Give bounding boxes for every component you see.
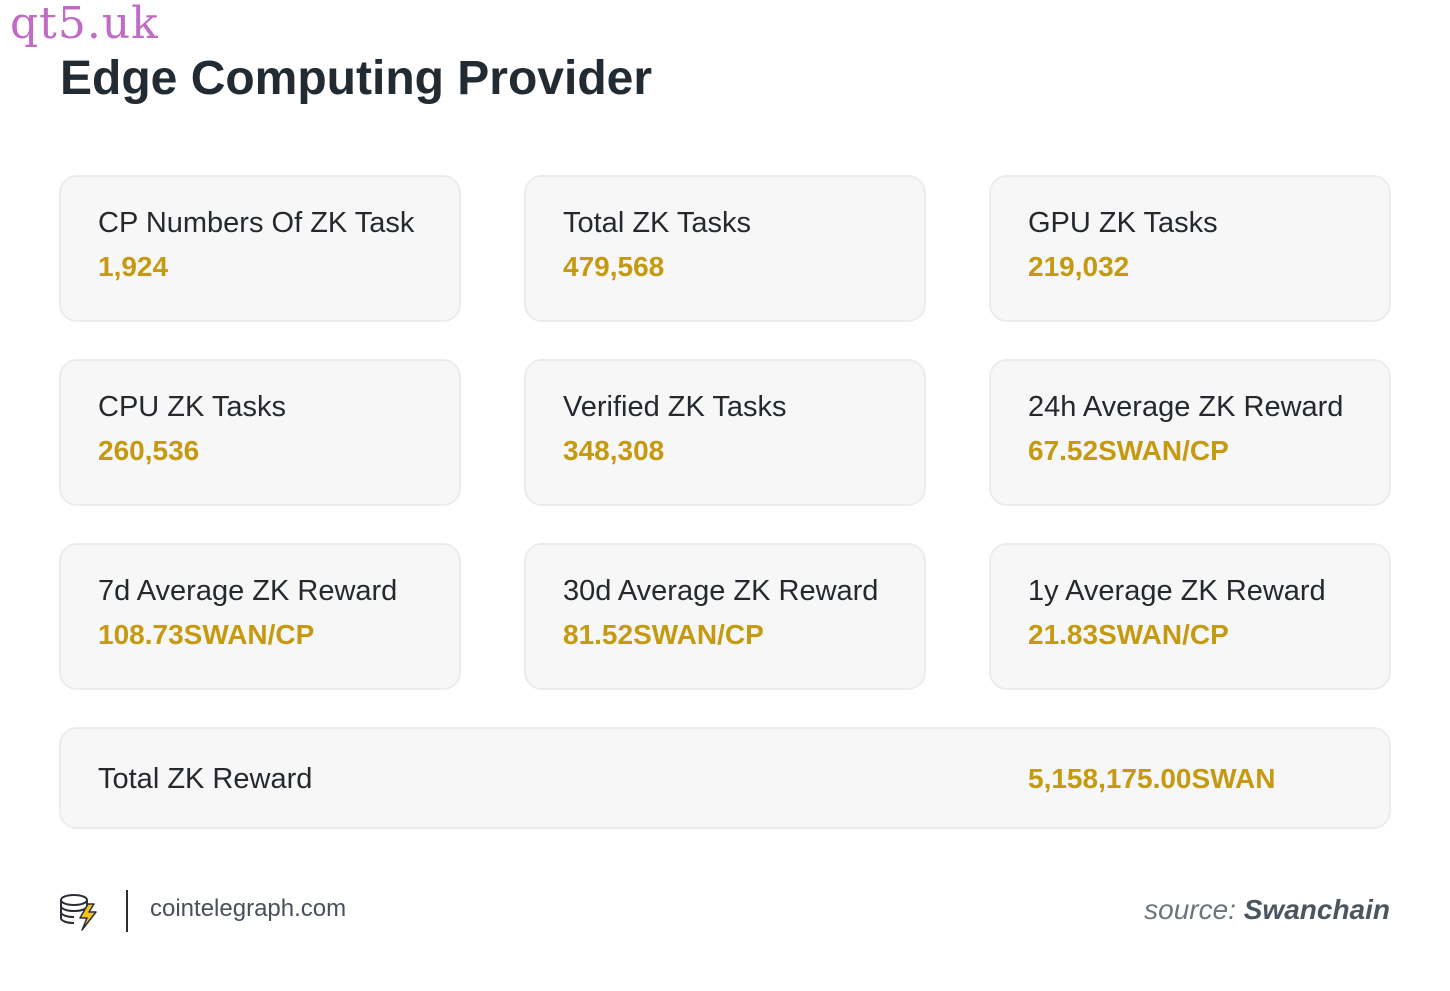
- page-title: Edge Computing Provider: [60, 52, 653, 105]
- stat-value: 260,536: [98, 434, 200, 466]
- source-name: Swanchain: [1243, 894, 1390, 925]
- stat-label: 24h Average ZK Reward: [1028, 391, 1344, 423]
- stat-card-cp-numbers: CP Numbers Of ZK Task 1,924: [59, 175, 461, 322]
- stat-card-gpu-zk-tasks: GPU ZK Tasks 219,032: [989, 175, 1391, 322]
- stat-value: 219,032: [1028, 250, 1130, 282]
- stat-card-cpu-zk-tasks: CPU ZK Tasks 260,536: [59, 359, 461, 506]
- stat-value: 108.73SWAN/CP: [98, 618, 315, 650]
- stat-label: 30d Average ZK Reward: [563, 575, 879, 607]
- stat-card-verified-zk-tasks: Verified ZK Tasks 348,308: [524, 359, 926, 506]
- stat-label: 1y Average ZK Reward: [1028, 575, 1326, 607]
- total-reward-card: Total ZK Reward 5,158,175.00SWAN: [59, 727, 1391, 829]
- stats-grid: CP Numbers Of ZK Task 1,924 Total ZK Tas…: [59, 175, 1391, 690]
- stat-card-1y-average-reward: 1y Average ZK Reward 21.83SWAN/CP: [989, 543, 1391, 690]
- stat-label: Total ZK Tasks: [563, 207, 752, 239]
- coins-lightning-icon: [60, 894, 97, 931]
- stat-label: CP Numbers Of ZK Task: [98, 207, 415, 239]
- stat-value: 479,568: [563, 250, 665, 282]
- stat-label: Verified ZK Tasks: [563, 391, 787, 423]
- stat-label: GPU ZK Tasks: [1028, 207, 1218, 239]
- stat-card-24h-average-reward: 24h Average ZK Reward 67.52SWAN/CP: [989, 359, 1391, 506]
- stat-card-30d-average-reward: 30d Average ZK Reward 81.52SWAN/CP: [524, 543, 926, 690]
- stat-value: 348,308: [563, 434, 665, 466]
- stat-value: 21.83SWAN/CP: [1028, 618, 1229, 650]
- stat-label: CPU ZK Tasks: [98, 391, 287, 423]
- stat-value: 1,924: [98, 250, 169, 282]
- stat-value: 67.52SWAN/CP: [1028, 434, 1229, 466]
- total-reward-label: Total ZK Reward: [98, 763, 313, 795]
- stat-label: 7d Average ZK Reward: [98, 575, 398, 607]
- watermark: qt5.uk: [10, 0, 159, 49]
- total-reward-value: 5,158,175.00SWAN: [1028, 763, 1276, 794]
- footer-divider: [126, 890, 128, 932]
- stat-value: 81.52SWAN/CP: [563, 618, 764, 650]
- stat-card-7d-average-reward: 7d Average ZK Reward 108.73SWAN/CP: [59, 543, 461, 690]
- footer-site-link[interactable]: cointelegraph.com: [150, 895, 347, 922]
- source-credit: source: Swanchain: [1144, 893, 1390, 927]
- source-prefix: source:: [1144, 894, 1236, 925]
- stat-card-total-zk-tasks: Total ZK Tasks 479,568: [524, 175, 926, 322]
